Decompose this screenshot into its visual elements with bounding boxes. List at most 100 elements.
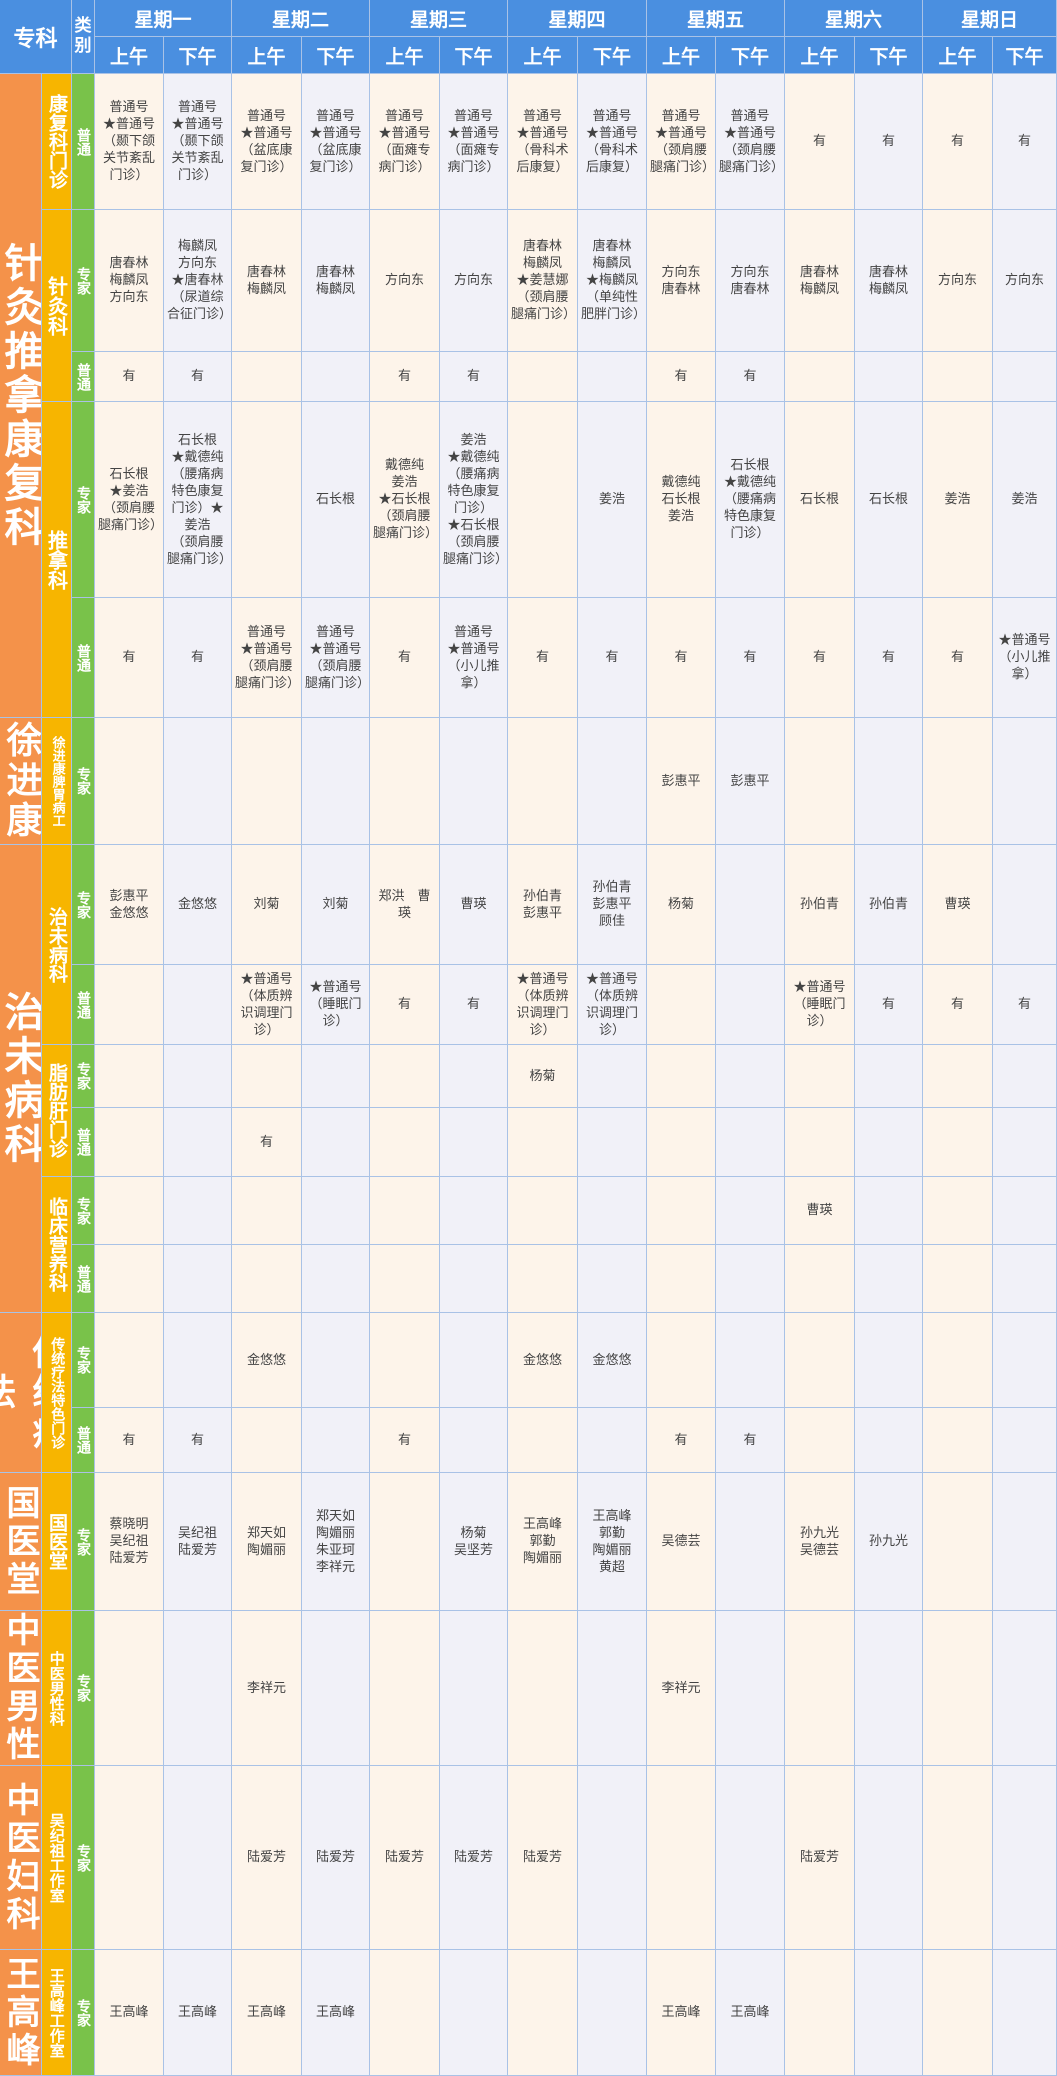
schedule-cell	[302, 1313, 370, 1408]
schedule-cell	[164, 1766, 232, 1950]
schedule-cell	[785, 718, 855, 845]
am-header: 上午	[95, 37, 164, 74]
schedule-cell: 方向东	[370, 210, 440, 352]
schedule-cell: 有	[785, 74, 855, 210]
schedule-cell	[993, 1245, 1057, 1313]
schedule-cell: 有	[370, 352, 440, 402]
schedule-cell: 彭惠平 金悠悠	[95, 845, 164, 965]
schedule-cell: 陆爱芳	[370, 1766, 440, 1950]
schedule-cell	[855, 1950, 923, 2076]
schedule-cell: 曹瑛	[923, 845, 993, 965]
schedule-cell	[232, 718, 302, 845]
schedule-cell	[923, 352, 993, 402]
schedule-cell: 有	[370, 1408, 440, 1473]
schedule-cell: 唐春林 梅麟凤	[855, 210, 923, 352]
schedule-cell	[370, 1473, 440, 1611]
specialty-header: 专科	[0, 0, 72, 74]
registration-type: 普通	[72, 1245, 95, 1313]
schedule-cell	[923, 1473, 993, 1611]
schedule-cell: 有	[855, 965, 923, 1045]
subdepartment-label: 中医男性科	[42, 1611, 72, 1766]
schedule-cell	[716, 965, 785, 1045]
schedule-cell: ★普通号 （睡眠门诊）	[785, 965, 855, 1045]
schedule-cell	[785, 1313, 855, 1408]
day-header: 星期日	[923, 0, 1057, 37]
schedule-cell: ★普通号 （体质辨识调理门诊）	[232, 965, 302, 1045]
department-label: 中医妇科	[0, 1766, 42, 1950]
schedule-cell	[370, 1177, 440, 1245]
schedule-cell: 唐春林 梅麟凤	[785, 210, 855, 352]
schedule-cell: 有	[716, 352, 785, 402]
schedule-cell	[302, 1611, 370, 1766]
schedule-cell: 陆爱芳	[302, 1766, 370, 1950]
schedule-cell: 有	[370, 965, 440, 1045]
schedule-cell	[647, 1177, 716, 1245]
schedule-cell: ★普通号 （体质辨识调理门诊）	[508, 965, 578, 1045]
schedule-cell: 普通号 ★普通号 （面瘫专病门诊）	[440, 74, 508, 210]
schedule-cell	[785, 1950, 855, 2076]
schedule-cell	[164, 965, 232, 1045]
schedule-cell	[923, 1245, 993, 1313]
day-header: 星期六	[785, 0, 923, 37]
schedule-cell	[370, 1108, 440, 1177]
schedule-cell	[440, 1108, 508, 1177]
department-label: 徐进康	[0, 718, 42, 845]
schedule-cell	[716, 1045, 785, 1108]
schedule-cell	[164, 1313, 232, 1408]
schedule-cell: 有	[370, 598, 440, 718]
schedule-cell: 有	[95, 352, 164, 402]
schedule-cell: 刘菊	[302, 845, 370, 965]
schedule-cell	[716, 1473, 785, 1611]
schedule-cell	[716, 1245, 785, 1313]
registration-type: 专家	[72, 1045, 95, 1108]
schedule-cell	[232, 402, 302, 598]
schedule-cell: 有	[164, 1408, 232, 1473]
schedule-cell	[370, 1245, 440, 1313]
schedule-cell	[923, 1177, 993, 1245]
schedule-cell	[993, 1408, 1057, 1473]
schedule-cell: 普通号 ★普通号 （颈肩腰腿痛门诊）	[302, 598, 370, 718]
schedule-cell	[508, 1245, 578, 1313]
schedule-cell	[302, 718, 370, 845]
schedule-cell	[923, 1950, 993, 2076]
day-header: 星期二	[232, 0, 370, 37]
schedule-cell	[95, 1108, 164, 1177]
schedule-cell	[578, 352, 647, 402]
schedule-cell	[647, 1108, 716, 1177]
pm-header: 下午	[855, 37, 923, 74]
am-header: 上午	[647, 37, 716, 74]
department-label: 王高峰	[0, 1950, 42, 2076]
schedule-cell	[302, 352, 370, 402]
schedule-cell	[164, 1611, 232, 1766]
schedule-cell: 彭惠平	[647, 718, 716, 845]
schedule-cell	[855, 1313, 923, 1408]
schedule-cell	[785, 1245, 855, 1313]
schedule-cell: 有	[440, 352, 508, 402]
schedule-cell: 曹瑛	[440, 845, 508, 965]
schedule-cell	[232, 1045, 302, 1108]
subdepartment-label: 国医堂	[42, 1473, 72, 1611]
schedule-cell: 李祥元	[647, 1611, 716, 1766]
schedule-cell	[855, 1611, 923, 1766]
day-header: 星期一	[95, 0, 232, 37]
schedule-cell: 有	[232, 1108, 302, 1177]
schedule-cell	[164, 1245, 232, 1313]
schedule-cell	[95, 1045, 164, 1108]
schedule-cell: 孙九光	[855, 1473, 923, 1611]
schedule-cell: 孙伯青	[785, 845, 855, 965]
department-label: 国医堂	[0, 1473, 42, 1611]
schedule-cell: 李祥元	[232, 1611, 302, 1766]
subdepartment-label: 康复科门诊	[42, 74, 72, 210]
subdepartment-label: 王高峰工作室	[42, 1950, 72, 2076]
schedule-cell: 有	[785, 598, 855, 718]
schedule-cell: 王高峰	[95, 1950, 164, 2076]
schedule-cell: 陆爱芳	[508, 1766, 578, 1950]
registration-type: 普通	[72, 598, 95, 718]
schedule-cell	[95, 965, 164, 1045]
schedule-cell	[578, 1408, 647, 1473]
schedule-cell	[164, 1177, 232, 1245]
registration-type: 专家	[72, 1473, 95, 1611]
schedule-cell: 方向东	[923, 210, 993, 352]
schedule-cell: 有	[923, 965, 993, 1045]
schedule-cell	[578, 1108, 647, 1177]
